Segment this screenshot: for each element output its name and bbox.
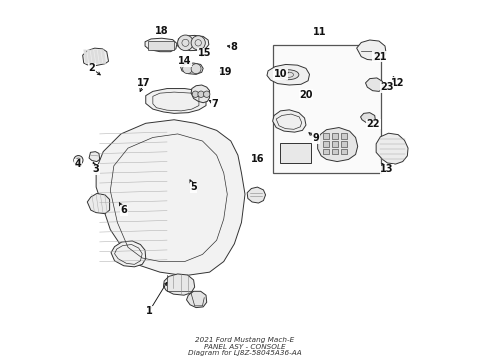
Bar xyxy=(332,141,338,147)
Polygon shape xyxy=(145,38,177,52)
Text: 14: 14 xyxy=(178,56,192,66)
Bar xyxy=(341,141,347,147)
Text: 11: 11 xyxy=(313,27,326,37)
Polygon shape xyxy=(164,274,195,295)
Bar xyxy=(332,149,338,154)
Polygon shape xyxy=(191,85,210,103)
Bar xyxy=(341,149,347,154)
Bar xyxy=(280,144,311,163)
Bar xyxy=(323,141,329,147)
Text: 13: 13 xyxy=(380,165,393,174)
Circle shape xyxy=(191,36,205,50)
Text: 10: 10 xyxy=(274,69,287,79)
Ellipse shape xyxy=(278,70,299,80)
Text: 3: 3 xyxy=(93,165,99,174)
Circle shape xyxy=(191,64,201,74)
Polygon shape xyxy=(98,50,102,64)
Text: 15: 15 xyxy=(197,48,211,58)
Text: 21: 21 xyxy=(373,51,387,62)
Text: 16: 16 xyxy=(251,154,264,164)
Polygon shape xyxy=(101,50,106,64)
Bar xyxy=(341,133,347,139)
Polygon shape xyxy=(366,78,383,91)
Text: 2021 Ford Mustang Mach-E: 2021 Ford Mustang Mach-E xyxy=(196,337,294,343)
Polygon shape xyxy=(94,50,99,64)
Polygon shape xyxy=(178,35,209,51)
Circle shape xyxy=(192,91,198,98)
Polygon shape xyxy=(267,64,310,85)
Bar xyxy=(323,133,329,139)
Text: 19: 19 xyxy=(219,67,232,77)
Text: 22: 22 xyxy=(367,119,380,129)
Circle shape xyxy=(74,156,83,165)
Polygon shape xyxy=(87,193,110,214)
Text: 12: 12 xyxy=(391,77,404,87)
Text: Diagram for LJ8Z-58045A36-AA: Diagram for LJ8Z-58045A36-AA xyxy=(188,350,302,356)
Polygon shape xyxy=(111,241,146,267)
Text: PANEL ASY - CONSOLE: PANEL ASY - CONSOLE xyxy=(204,343,286,350)
Bar xyxy=(323,149,329,154)
Polygon shape xyxy=(96,120,245,276)
Text: 2: 2 xyxy=(89,63,95,73)
Text: 17: 17 xyxy=(137,77,151,87)
Polygon shape xyxy=(272,110,306,132)
Polygon shape xyxy=(187,291,207,307)
Circle shape xyxy=(178,35,193,51)
Bar xyxy=(147,41,174,50)
Text: 4: 4 xyxy=(74,159,81,169)
Text: 20: 20 xyxy=(299,90,313,100)
Bar xyxy=(332,133,338,139)
Circle shape xyxy=(203,91,210,98)
Polygon shape xyxy=(89,152,99,162)
Circle shape xyxy=(183,64,193,74)
Polygon shape xyxy=(357,40,386,60)
Polygon shape xyxy=(376,133,408,164)
Text: 23: 23 xyxy=(380,82,393,92)
Polygon shape xyxy=(146,89,206,113)
Polygon shape xyxy=(247,187,266,203)
Polygon shape xyxy=(318,127,358,162)
Polygon shape xyxy=(361,113,375,123)
Polygon shape xyxy=(83,48,109,66)
Bar xyxy=(272,45,381,173)
Text: 6: 6 xyxy=(121,205,127,215)
Text: 8: 8 xyxy=(230,42,237,52)
Polygon shape xyxy=(180,63,203,75)
Polygon shape xyxy=(87,50,92,64)
Polygon shape xyxy=(83,50,88,64)
Text: 9: 9 xyxy=(313,133,319,143)
Polygon shape xyxy=(91,50,96,64)
Text: 7: 7 xyxy=(212,99,218,109)
Text: 18: 18 xyxy=(155,26,169,36)
Text: 1: 1 xyxy=(146,306,153,316)
Text: 5: 5 xyxy=(190,182,197,192)
Circle shape xyxy=(198,91,204,98)
